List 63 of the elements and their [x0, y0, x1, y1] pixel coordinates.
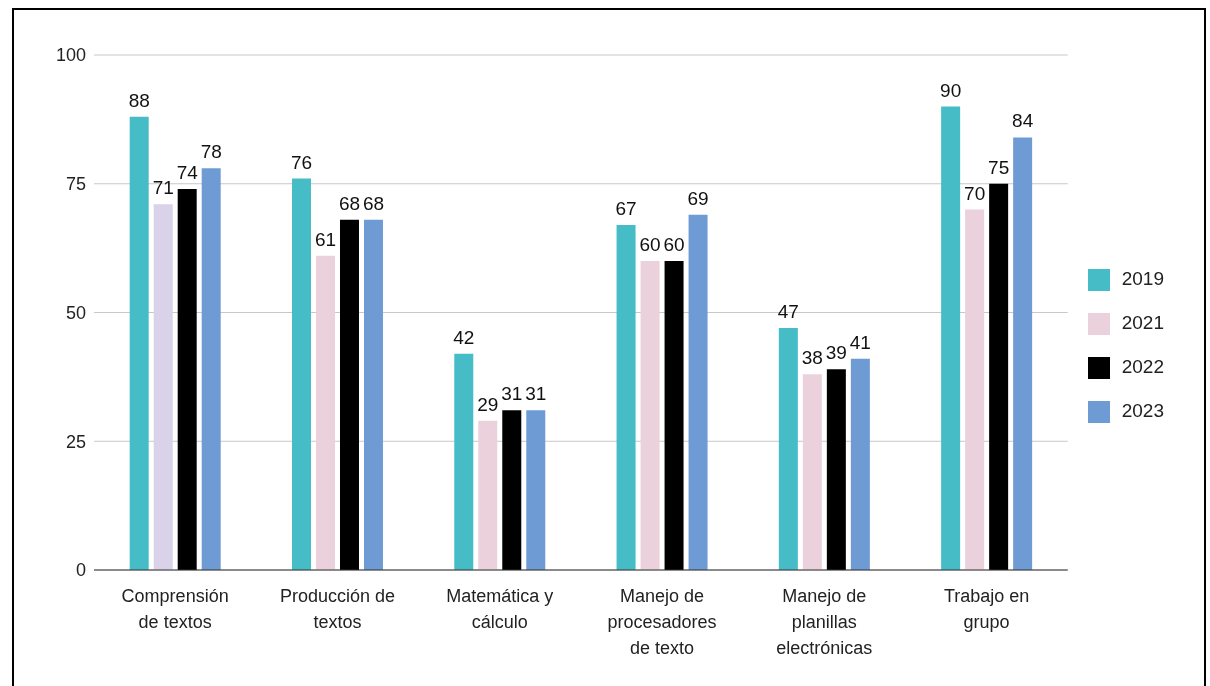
data-label: 38	[801, 347, 823, 369]
bar	[454, 353, 474, 570]
data-label: 69	[687, 187, 709, 209]
data-label: 68	[338, 192, 361, 214]
data-label: 42	[453, 326, 475, 348]
data-label: 90	[940, 79, 962, 101]
data-label: 29	[477, 393, 499, 415]
bar	[664, 261, 684, 570]
data-label: 61	[314, 228, 337, 250]
data-label: 60	[639, 234, 661, 255]
bar	[129, 116, 149, 570]
legend-label: 2019	[1121, 268, 1164, 289]
bar	[478, 420, 498, 570]
legend-label: 2022	[1121, 356, 1164, 377]
data-label: 41	[849, 331, 871, 353]
x-tick-label: Producción de textos	[279, 586, 395, 632]
data-label: 31	[525, 383, 547, 405]
data-label: 74	[176, 161, 199, 183]
legend-label: 2021	[1121, 312, 1164, 333]
bar	[201, 168, 221, 570]
legend-label: 2023	[1121, 400, 1164, 421]
x-tick-label: Manejo de planillas electrónicas	[776, 586, 873, 658]
x-tick-label: Trabajo en grupo	[943, 586, 1030, 632]
data-label: 71	[152, 177, 174, 199]
bar	[1013, 137, 1033, 570]
bar	[688, 214, 708, 570]
bar	[177, 188, 197, 570]
data-label: 76	[290, 151, 313, 173]
data-label: 67	[615, 197, 637, 219]
data-label: 39	[825, 342, 847, 364]
bar	[850, 358, 870, 570]
bar	[941, 106, 961, 570]
bar	[616, 224, 636, 570]
y-tick-label: 50	[65, 302, 86, 323]
data-label: 78	[200, 141, 222, 163]
data-label: 31	[501, 383, 523, 405]
bar	[153, 204, 173, 570]
bar	[802, 374, 822, 570]
data-label: 84	[1012, 110, 1034, 132]
data-label: 68	[362, 192, 385, 214]
bar	[778, 327, 798, 570]
y-tick-label: 0	[75, 560, 86, 581]
data-label: 60	[663, 234, 685, 255]
bar	[826, 369, 846, 570]
data-label: 75	[988, 156, 1010, 178]
bar	[339, 219, 359, 570]
x-tick-label: Manejo de procesadores de texto	[607, 586, 717, 658]
bar	[315, 255, 335, 570]
bar	[363, 219, 383, 570]
x-tick-label: Comprensión de textos	[121, 586, 229, 632]
bar	[502, 410, 522, 570]
y-tick-label: 100	[55, 45, 86, 66]
y-tick-label: 75	[65, 174, 86, 195]
y-tick-label: 25	[65, 431, 86, 452]
bar	[291, 178, 311, 570]
bar	[526, 410, 546, 570]
data-label: 88	[128, 89, 150, 111]
bar	[640, 261, 660, 570]
bar	[989, 183, 1009, 570]
data-label: 70	[964, 182, 986, 204]
bar	[965, 209, 985, 570]
data-label: 47	[777, 300, 799, 322]
x-tick-label: Matemática y cálculo	[446, 586, 554, 632]
